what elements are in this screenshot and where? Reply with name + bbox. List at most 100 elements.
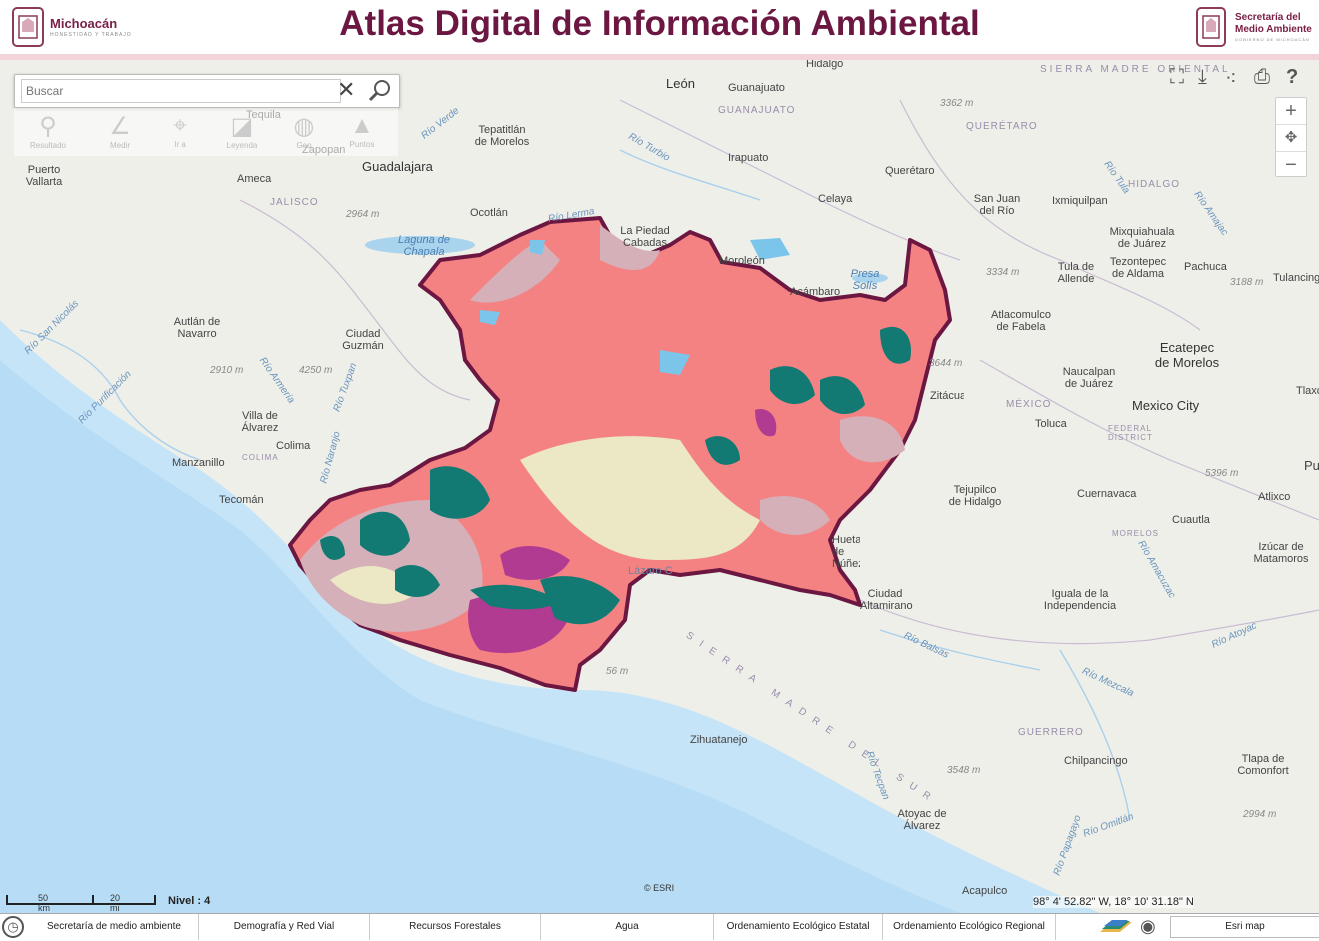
tab-ordenamiento-regional[interactable]: Ordenamiento Ecológico Regional <box>883 914 1056 940</box>
tool-strip: ⚲ Resultado ∠ Medir ⌖ Ir a ◪ Leyenda ◍ Geo ▲ P… <box>14 108 398 156</box>
scale-km: 50 km <box>38 893 50 913</box>
tab-ordenamiento-estatal[interactable]: Ordenamiento Ecológico Estatal <box>714 914 883 940</box>
label-huetamo: Huetamo de Núñez <box>832 534 860 570</box>
print-icon[interactable]: ⎙ <box>1254 66 1270 88</box>
label-mexico-state: MÉXICO <box>1006 399 1052 410</box>
label-manzanillo: Manzanillo <box>172 457 225 469</box>
label-ciudad-altamirano: Ciudad Altamirano <box>860 588 913 612</box>
search-input[interactable] <box>21 79 341 103</box>
attribution: © ESRI <box>644 883 675 893</box>
search-panel: ✕ <box>14 74 400 108</box>
ruler-icon: ∠ <box>109 113 131 140</box>
download-icon[interactable]: ⤓ <box>1198 66 1207 88</box>
elev-3334: 3334 m <box>986 267 1020 278</box>
coat-of-arms-icon <box>1196 7 1226 47</box>
label-atlacomulco: Atlacomulco de Fabela <box>991 309 1051 333</box>
legend-icon: ◪ <box>230 113 254 140</box>
pin-icon: ▲ <box>350 112 374 139</box>
lake-chapala <box>365 236 475 254</box>
header-divider <box>0 54 1319 60</box>
label-san-juan-del-rio: San Juan del Río <box>973 193 1021 217</box>
tab-demografia[interactable]: Demografía y Red Vial <box>199 914 370 940</box>
label-tejupilco: Tejupilco de Hidalgo <box>948 484 1002 508</box>
tab-secretaria[interactable]: Secretaría de medio ambiente <box>30 914 199 940</box>
tool-puntos[interactable]: ▲ Puntos <box>338 112 386 154</box>
bottom-bar: ◷ Secretaría de medio ambiente Demografí… <box>0 913 1319 940</box>
label-moroleon: Moroleón <box>719 255 765 267</box>
eye-icon[interactable]: ◉ <box>1140 916 1156 936</box>
label-pachuca: Pachuca <box>1184 261 1227 273</box>
elev-3548: 3548 m <box>947 765 981 776</box>
label-queretaro-state: QUERÉTARO <box>966 121 1038 132</box>
label-naucalpan: Naucalpan de Juárez <box>1062 366 1116 390</box>
basemap-button[interactable]: Esri map <box>1170 916 1319 938</box>
scale-mi: 20 mi <box>110 893 121 913</box>
label-la-piedad: La Piedad Cabadas <box>620 225 670 249</box>
search-icon[interactable] <box>367 78 393 104</box>
label-presa-solis: Presa Solís <box>850 268 880 292</box>
elev-56: 56 m <box>606 666 629 677</box>
label-tepatitlan: Tepatitlán de Morelos <box>474 124 530 148</box>
michoacan-layer[interactable] <box>288 216 952 692</box>
fullscreen-icon[interactable]: ⛶ <box>1170 66 1184 88</box>
label-atoyac: Atoyac de Álvarez <box>897 808 947 832</box>
zoom-control: + ✥ − <box>1275 97 1307 177</box>
tool-geo[interactable]: ◍ Geo <box>280 112 328 154</box>
label-villa-de-alvarez: Villa de Álvarez <box>241 410 279 434</box>
coat-of-arms-icon <box>12 7 44 47</box>
label-guadalajara: Guadalajara <box>362 159 433 174</box>
label-puebla: Puebla <box>1304 458 1319 473</box>
label-guanajuato: Guanajuato <box>728 82 785 94</box>
help-icon[interactable]: ? <box>1286 66 1299 88</box>
clock-icon[interactable]: ◷ <box>2 916 24 938</box>
pan-icon[interactable]: ✥ <box>1276 125 1306 152</box>
zoom-in-icon[interactable]: + <box>1276 98 1306 125</box>
label-guanajuato-state: GUANAJUATO <box>718 105 796 116</box>
tab-recursos-forestales[interactable]: Recursos Forestales <box>370 914 541 940</box>
sma-tagline: GOBIERNO DE MICHOACÁN <box>1235 37 1310 42</box>
sma-logo: Secretaría del Medio Ambiente GOBIERNO D… <box>1195 4 1315 52</box>
label-chilpancingo: Chilpancingo <box>1064 755 1128 767</box>
label-jalisco-state: JALISCO <box>270 197 319 208</box>
elev-5396: 5396 m <box>1205 468 1239 479</box>
label-laguna-chapala: Laguna de Chapala <box>398 234 450 258</box>
label-ixmiquilpan: Ixmiquilpan <box>1052 195 1108 207</box>
layers-icon[interactable] <box>1098 918 1134 936</box>
coordinates: 98° 4' 52.82" W, 18° 10' 31.18" N <box>1033 896 1194 908</box>
presa-solis <box>852 273 888 283</box>
elev-2910: 2910 m <box>210 365 244 376</box>
clear-icon[interactable]: ✕ <box>337 77 356 102</box>
label-cuernavaca: Cuernavaca <box>1077 488 1137 500</box>
tool-medir[interactable]: ∠ Medir <box>96 112 144 154</box>
label-tecoman: Tecomán <box>219 494 264 506</box>
tool-leyenda[interactable]: ◪ Leyenda <box>218 112 266 154</box>
zoom-out-icon[interactable]: − <box>1285 154 1297 176</box>
page-title: Atlas Digital de Información Ambiental <box>339 4 980 43</box>
label-acapulco: Acapulco <box>962 885 1008 897</box>
label-sierra-madre-oriental: SIERRA MADRE ORIENTAL <box>1040 64 1231 75</box>
elev-3188: 3188 m <box>1230 277 1264 288</box>
michoacan-logo: Michoacán HONESTIDAD Y TRABAJO <box>10 4 140 52</box>
label-celaya: Celaya <box>818 193 853 205</box>
label-tlaxcala: Tlaxcala <box>1296 385 1319 397</box>
label-iguala: Iguala de la Independencia <box>1043 588 1117 612</box>
label-morelos-state: MORELOS <box>1112 529 1160 538</box>
label-izucar: Izúcar de Matamoros <box>1253 541 1309 565</box>
elev-2964: 2964 m <box>346 209 380 220</box>
label-cuautla: Cuautla <box>1172 514 1210 526</box>
label-zitacuaro: Zitácuaro <box>930 390 964 402</box>
sma-line2: Medio Ambiente <box>1235 24 1312 35</box>
share-icon[interactable]: ⁖ <box>1225 68 1237 90</box>
map-view[interactable]: León Guanajuato Hidalgo Tequila Tepatitl… <box>0 60 1319 913</box>
label-guerrero-state: GUERRERO <box>1018 727 1084 738</box>
tab-agua[interactable]: Agua <box>541 914 714 940</box>
magnifier-icon: ⚲ <box>39 113 57 140</box>
elev-2994: 2994 m <box>1243 809 1277 820</box>
tool-ir-a[interactable]: ⌖ Ir a <box>156 112 204 154</box>
map-canvas[interactable] <box>0 60 1319 913</box>
sma-line1: Secretaría del <box>1235 12 1301 23</box>
tool-resultado[interactable]: ⚲ Resultado <box>24 112 72 154</box>
label-federal-district: FEDERAL DISTRICT <box>1108 424 1153 442</box>
goto-icon: ⌖ <box>173 112 187 139</box>
label-colima-state: COLIMA <box>242 453 279 462</box>
